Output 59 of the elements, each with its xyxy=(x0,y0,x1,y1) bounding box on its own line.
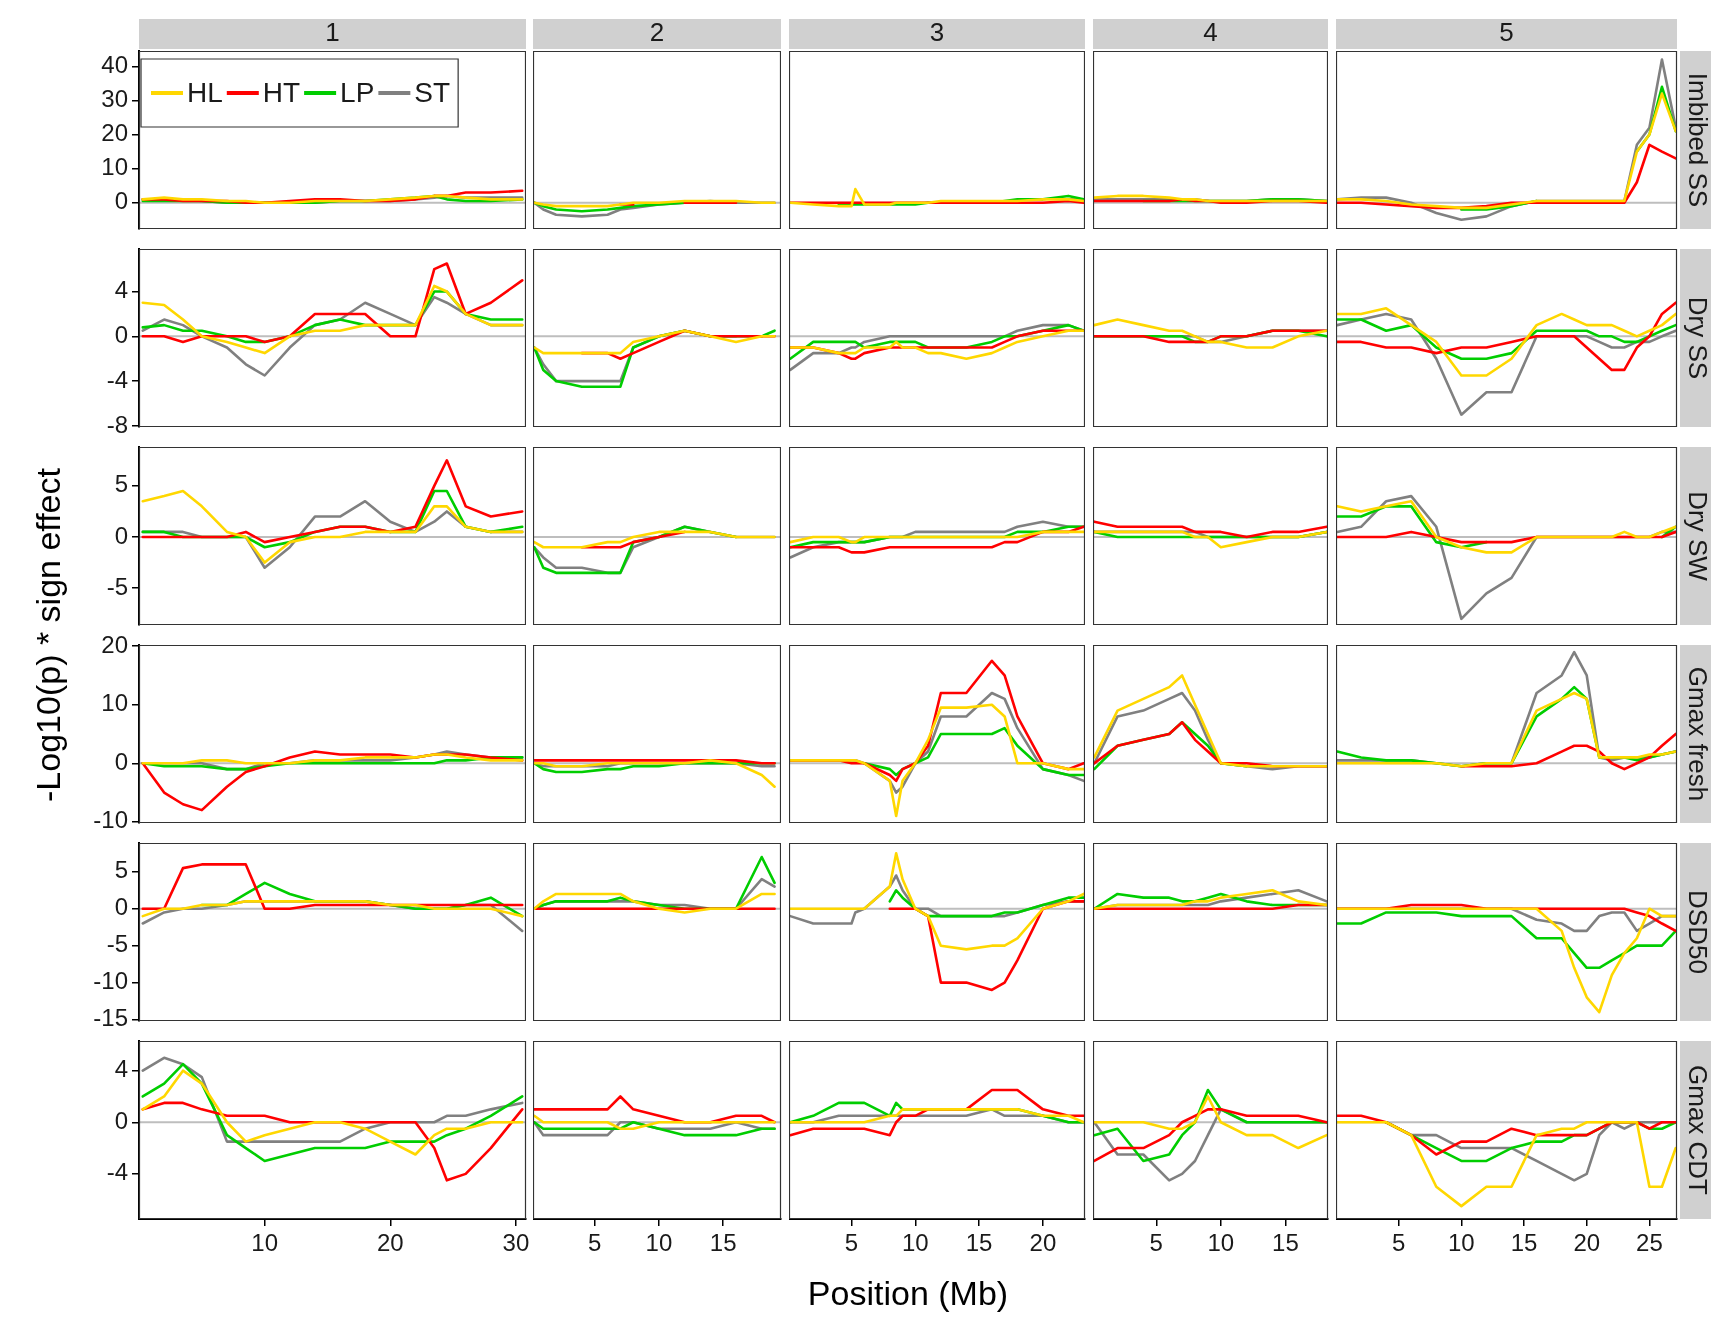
x-tick-label: 10 xyxy=(251,1229,278,1257)
y-tick-label: -10 xyxy=(93,967,128,995)
x-tick-label: 5 xyxy=(1149,1229,1163,1257)
y-tick-label: 0 xyxy=(114,1106,128,1134)
y-tick-label: 0 xyxy=(114,521,128,549)
chart-title: 4 xyxy=(1203,17,1218,48)
y-tick-label: 0 xyxy=(114,320,128,348)
x-tick-label: 20 xyxy=(376,1229,404,1257)
y-tick-label: 4 xyxy=(114,1055,128,1083)
y2-axis-title: Dry SW xyxy=(1682,491,1713,582)
y-tick-label: -4 xyxy=(106,1158,128,1186)
y-tick-label: 0 xyxy=(114,747,128,775)
y-tick-label: 0 xyxy=(114,187,128,215)
y-tick-label: 0 xyxy=(114,893,128,921)
y2-axis-title: Gmax fresh xyxy=(1682,666,1713,802)
y2-axis-title: DSD50 xyxy=(1682,890,1713,974)
x-tick-label: 5 xyxy=(844,1229,859,1257)
x-tick-label: 10 xyxy=(645,1229,673,1257)
y-tick-label: -5 xyxy=(106,572,128,600)
y-tick-label: 5 xyxy=(114,856,128,884)
x-tick-label: 10 xyxy=(901,1229,929,1257)
y2-axis-title: Dry SS xyxy=(1682,296,1713,380)
y-axis-title: -Log10(p) * sign effect xyxy=(28,468,68,802)
x-tick-label: 5 xyxy=(1392,1229,1406,1257)
x-tick-label: 15 xyxy=(965,1229,993,1257)
y-tick-label: -15 xyxy=(93,1004,128,1032)
chart-title: 5 xyxy=(1499,17,1514,48)
y-tick-label: 10 xyxy=(101,689,128,717)
x-tick-label: 10 xyxy=(1448,1229,1475,1257)
x-axis-title: Position (Mb) xyxy=(807,1274,1009,1313)
y-tick-label: 20 xyxy=(101,630,128,658)
x-tick-label: 15 xyxy=(1272,1229,1299,1257)
y-tick-label: 20 xyxy=(101,119,128,147)
y-tick-label: -5 xyxy=(106,930,128,958)
y-tick-label: 40 xyxy=(101,50,128,78)
x-tick-label: 15 xyxy=(1510,1229,1538,1257)
legend-label: ST xyxy=(414,76,451,108)
y-tick-label: -4 xyxy=(106,365,128,393)
x-tick-label: 5 xyxy=(588,1229,602,1257)
legend-label: HT xyxy=(262,76,301,108)
y2-axis-title: Gmax CDT xyxy=(1682,1065,1713,1196)
y-tick-label: 10 xyxy=(101,153,128,181)
y-tick-label: -8 xyxy=(106,410,128,438)
y-tick-label: -10 xyxy=(93,806,128,834)
chart-title: 2 xyxy=(649,17,665,48)
x-tick-label: 15 xyxy=(709,1229,737,1257)
chart-title: 1 xyxy=(325,17,340,48)
x-tick-label: 25 xyxy=(1636,1229,1663,1257)
x-tick-label: 20 xyxy=(1029,1229,1057,1257)
y2-axis-title: Imbibed SS xyxy=(1682,72,1713,208)
legend-label: LP xyxy=(340,76,375,108)
legend-label: HL xyxy=(187,76,223,108)
y-tick-label: 4 xyxy=(114,276,128,304)
chart-title: 3 xyxy=(929,17,945,48)
x-tick-label: 10 xyxy=(1207,1229,1235,1257)
y-tick-label: 30 xyxy=(101,85,128,113)
x-tick-label: 20 xyxy=(1573,1229,1601,1257)
x-tick-label: 30 xyxy=(502,1229,530,1257)
y-tick-label: 5 xyxy=(114,470,128,498)
